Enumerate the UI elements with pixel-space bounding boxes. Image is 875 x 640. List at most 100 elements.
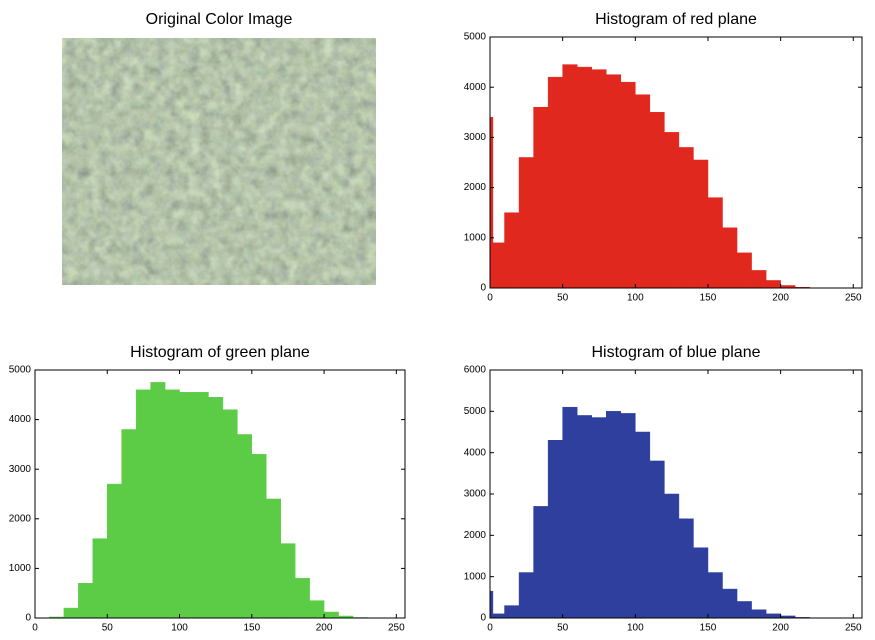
bar [548, 440, 563, 618]
bar [693, 160, 708, 288]
bar [708, 573, 723, 618]
x-tick-label: 200 [772, 293, 789, 304]
bar [606, 75, 621, 288]
histogram-chart: Histogram of green plane 0 50 100 150 200 250 0… [9, 344, 405, 633]
y-tick-label: 6000 [464, 365, 487, 376]
bar [493, 243, 505, 288]
y-tick-label: 2000 [9, 513, 32, 524]
y-tick-label: 5000 [464, 406, 487, 417]
image-title: Original Color Image [146, 11, 293, 28]
x-tick-label: 150 [243, 623, 260, 634]
satellite-image-texture [62, 38, 376, 285]
bar [505, 213, 520, 288]
x-tick-label: 200 [772, 623, 789, 634]
y-tick-label: 1000 [464, 571, 487, 582]
bar [723, 228, 738, 288]
y-tick-label: 1000 [464, 232, 487, 243]
bar [766, 614, 781, 618]
y-tick-label: 2000 [464, 530, 487, 541]
x-tick-label: 50 [557, 293, 569, 304]
x-tick-label: 50 [557, 623, 569, 634]
bar [606, 411, 621, 618]
bar [766, 280, 781, 288]
bar [519, 157, 534, 288]
bar [650, 461, 665, 618]
x-tick-label: 0 [487, 293, 493, 304]
y-tick-label: 5000 [9, 365, 32, 376]
bar [563, 65, 578, 288]
bar [194, 392, 208, 618]
bar [78, 583, 92, 618]
bar [693, 548, 708, 618]
bar [664, 132, 679, 288]
x-tick-label: 250 [845, 623, 862, 634]
bar [93, 539, 107, 618]
bar [266, 499, 280, 618]
bar [310, 601, 324, 618]
x-tick-label: 100 [627, 623, 644, 634]
bar [180, 392, 194, 618]
y-tick-label: 3000 [464, 489, 487, 500]
bar [324, 612, 338, 618]
bar [577, 67, 592, 288]
x-tick-label: 0 [32, 623, 38, 634]
chart-title: Histogram of blue plane [592, 344, 761, 361]
bar [107, 484, 121, 618]
bar [635, 95, 650, 288]
y-tick-label: 0 [480, 283, 486, 294]
bar [122, 430, 136, 618]
page: Original Color Image Histogram of red pl… [0, 0, 875, 640]
bar [752, 610, 767, 618]
bar [635, 432, 650, 618]
bar [519, 573, 534, 618]
bar [577, 415, 592, 618]
bar [679, 519, 694, 618]
histogram-chart: Histogram of blue plane 0 50 100 150 200 250 0 1… [464, 344, 862, 633]
image-panel: Original Color Image [62, 11, 376, 285]
bar [223, 410, 237, 618]
bar [208, 397, 222, 618]
y-tick-label: 5000 [464, 32, 487, 43]
bar [621, 413, 636, 618]
chart-title: Histogram of green plane [130, 344, 310, 361]
y-tick-label: 0 [480, 613, 486, 624]
bar [737, 601, 752, 618]
y-tick-label: 3000 [9, 464, 32, 475]
x-tick-label: 0 [487, 623, 493, 634]
bar [679, 147, 694, 288]
chart-title: Histogram of red plane [595, 11, 757, 28]
x-tick-label: 250 [388, 623, 405, 634]
bar [237, 434, 251, 618]
bar [534, 506, 549, 618]
bar [650, 112, 665, 288]
bar [592, 70, 607, 288]
x-tick-label: 100 [171, 623, 188, 634]
bar [136, 390, 150, 618]
bar [708, 198, 723, 288]
bar [505, 606, 520, 618]
bar [664, 494, 679, 618]
x-tick-label: 50 [102, 623, 114, 634]
x-tick-label: 200 [316, 623, 333, 634]
x-tick-label: 250 [845, 293, 862, 304]
bar [592, 418, 607, 618]
bar [165, 390, 179, 618]
bar [548, 77, 563, 288]
y-tick-label: 3000 [464, 132, 487, 143]
y-tick-label: 4000 [464, 447, 487, 458]
bar [752, 270, 767, 288]
bar [252, 454, 266, 618]
y-tick-label: 4000 [9, 414, 32, 425]
bar [281, 544, 295, 618]
y-tick-label: 4000 [464, 82, 487, 93]
bar [295, 578, 309, 618]
x-tick-label: 100 [627, 293, 644, 304]
figure: Original Color Image Histogram of red pl… [0, 0, 875, 640]
bar [534, 107, 549, 288]
x-tick-label: 150 [700, 623, 717, 634]
bar [621, 82, 636, 288]
y-tick-label: 1000 [9, 563, 32, 574]
y-tick-label: 0 [25, 613, 31, 624]
bar [563, 407, 578, 618]
